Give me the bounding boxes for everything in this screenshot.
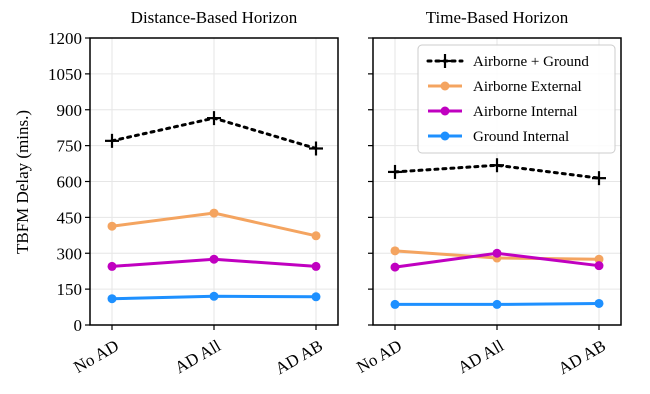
legend-item: Airborne Internal	[428, 104, 578, 120]
y-tick-label: 450	[57, 208, 83, 227]
data-point	[107, 261, 117, 271]
legend-item: Airborne External	[428, 79, 582, 95]
y-tick-label: 1050	[48, 65, 82, 84]
data-point	[311, 261, 321, 271]
panel-title: Time-Based Horizon	[426, 8, 569, 27]
series-airborne-ground	[388, 158, 606, 186]
legend: Airborne + Ground Airborne External Airbor…	[417, 44, 616, 154]
data-point	[107, 221, 117, 231]
x-tick-label: AD All	[455, 336, 508, 377]
y-tick-label: 750	[57, 137, 83, 156]
legend-item: Ground Internal	[428, 129, 569, 145]
y-tick-label: 900	[57, 101, 83, 120]
data-point	[107, 294, 117, 304]
data-point	[209, 291, 219, 301]
data-point	[492, 248, 502, 258]
data-point-plus	[388, 164, 402, 179]
data-point	[209, 254, 219, 264]
x-tick-label: No AD	[70, 336, 122, 377]
panel-title: Distance-Based Horizon	[131, 8, 298, 27]
x-tick-label: AD All	[172, 336, 225, 377]
data-point	[492, 299, 502, 309]
legend-label: Ground Internal	[473, 129, 569, 145]
data-point-plus	[490, 158, 504, 173]
data-point	[594, 298, 604, 308]
series-airborne-ground	[105, 111, 323, 156]
y-tick-label: 300	[57, 244, 83, 263]
legend-box	[417, 44, 616, 154]
data-point	[594, 254, 604, 264]
series-airborne-internal	[390, 248, 604, 272]
y-tick-label: 600	[57, 173, 83, 192]
data-point-plus	[207, 111, 221, 126]
x-tick-label: AD AB	[555, 336, 609, 378]
series-ground-internal	[390, 298, 604, 309]
panel-1: Distance-Based Horizon 0 150 300 450 600 750 90…	[48, 8, 339, 378]
data-point-plus	[309, 141, 323, 156]
data-point	[209, 208, 219, 218]
data-point-plus	[592, 171, 606, 186]
data-point	[390, 262, 400, 272]
data-point	[390, 299, 400, 309]
legend-label: Airborne + Ground	[473, 54, 589, 70]
series-airborne-internal	[107, 254, 321, 271]
data-point	[311, 292, 321, 302]
y-tick-label: 0	[74, 316, 83, 335]
series-ground-internal	[107, 291, 321, 304]
x-tick-label: No AD	[353, 336, 405, 377]
data-point	[594, 261, 604, 271]
legend-label: Airborne External	[473, 79, 582, 95]
series-line	[393, 163, 601, 180]
x-tick-label: AD AB	[272, 336, 326, 378]
legend-item: Airborne + Ground	[426, 54, 589, 70]
series-airborne-external	[107, 208, 321, 241]
data-point-plus	[105, 133, 119, 148]
legend-label: Airborne Internal	[473, 104, 578, 120]
data-point	[390, 246, 400, 256]
data-point	[311, 231, 321, 241]
y-axis-label: TBFM Delay (mins.)	[13, 110, 32, 254]
y-tick-label: 1200	[48, 29, 82, 48]
y-tick-label: 150	[57, 280, 83, 299]
